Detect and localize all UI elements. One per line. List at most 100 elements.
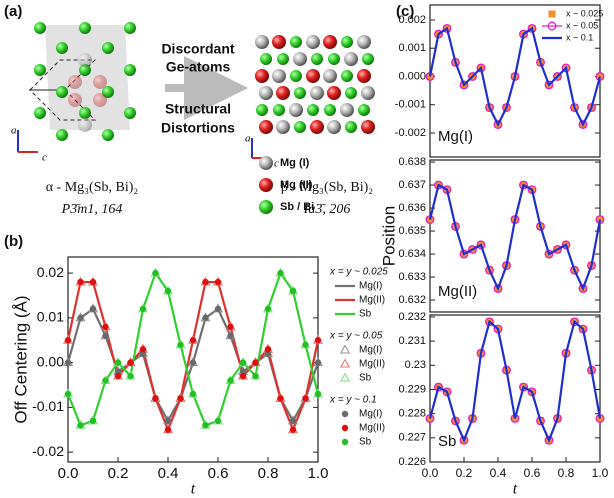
y-tick-label: -0.01 [32,398,64,414]
marker [189,359,197,366]
marker [547,21,557,31]
atom [78,118,92,132]
marker [544,80,554,90]
legend-atom [259,200,273,214]
marker [341,438,349,446]
y-tick-label: 0.633 [398,271,426,283]
plot-frame [429,4,601,158]
y-tick-label: 0.229 [398,383,426,395]
atom [272,69,286,83]
marker [239,372,247,380]
marker [64,359,72,366]
marker [553,72,562,81]
y-tick-label: 0.635 [398,225,426,237]
atom [328,53,340,65]
marker [339,344,351,354]
atom [255,35,269,49]
panel-label: (c) [396,3,414,20]
marker [314,337,322,344]
panel-label: (b) [4,233,23,250]
atom [124,22,136,34]
atom [93,75,107,89]
atom [256,104,268,116]
series-line [428,319,602,444]
legend-label: Sb [359,437,372,448]
atom [344,52,358,66]
axis-letter: c [274,158,279,170]
atom-label: Mg (II) [280,179,313,191]
axis-letter: c [42,152,47,164]
marker [570,265,579,275]
marker [339,358,351,368]
atom [276,86,290,100]
atom [56,42,68,54]
marker [302,341,309,348]
y-tick-label: 0.634 [398,248,426,260]
atom [294,121,306,133]
marker [264,305,272,313]
atom [290,36,302,48]
marker [139,305,147,313]
legend-label: x ~ 0.025 [566,8,603,18]
marker [341,424,349,432]
marker [561,240,571,250]
legend-title: x = y ~ 0.025 [329,267,388,278]
marker [102,332,109,339]
marker [277,395,284,402]
x-axis-label: t [191,481,196,498]
marker [468,245,477,254]
marker [476,240,486,250]
structure-formula: β - Mg₃(Sb, Bi)₂ [281,180,373,195]
x-tick-label: 0.8 [258,465,279,482]
marker [177,395,184,402]
atom [358,104,370,116]
marker [289,426,297,433]
y-axis-label: Position [379,206,398,266]
marker [553,245,562,254]
cell-outline [28,59,97,91]
x-tick-label: 0.2 [108,465,129,482]
atom [34,107,46,119]
x-axis-label: t [513,481,518,498]
atom [276,120,290,134]
atom [345,87,357,99]
marker [264,346,272,353]
x-tick-label: 0.0 [422,466,439,480]
atom [78,53,92,67]
marker [114,372,122,380]
y-tick-label: 0.632 [398,294,426,306]
legend-label: Mg(II) [359,423,385,434]
subplot-label: Mg(II) [438,283,477,300]
marker [252,372,259,380]
atom [340,103,354,117]
x-tick-label: 1.0 [592,466,609,480]
marker [264,350,272,357]
atom [102,86,114,98]
atom [56,86,68,98]
series-line [66,270,320,427]
marker [164,417,172,425]
marker [314,390,322,398]
marker [493,284,503,293]
atom [327,86,341,100]
atom [323,69,337,83]
y-tick-label: 0.001 [398,42,426,54]
legend-label: x ~ 0.1 [566,32,593,42]
y-tick-label: 0.227 [398,432,426,444]
arrow-text: Distortions [161,120,235,136]
marker [544,249,554,259]
marker [239,368,247,375]
y-tick-label: 0.231 [398,335,426,347]
atom [255,69,269,83]
legend-label: x ~ 0.05 [566,20,598,30]
y-tick-label: 0.002 [398,14,426,26]
x-tick-label: 0.4 [158,465,179,482]
marker [493,120,503,129]
series-line [428,183,602,292]
atom [341,36,353,48]
marker [64,390,72,398]
atom [93,93,107,107]
marker [214,305,222,313]
legend-label: Sb [359,309,372,320]
